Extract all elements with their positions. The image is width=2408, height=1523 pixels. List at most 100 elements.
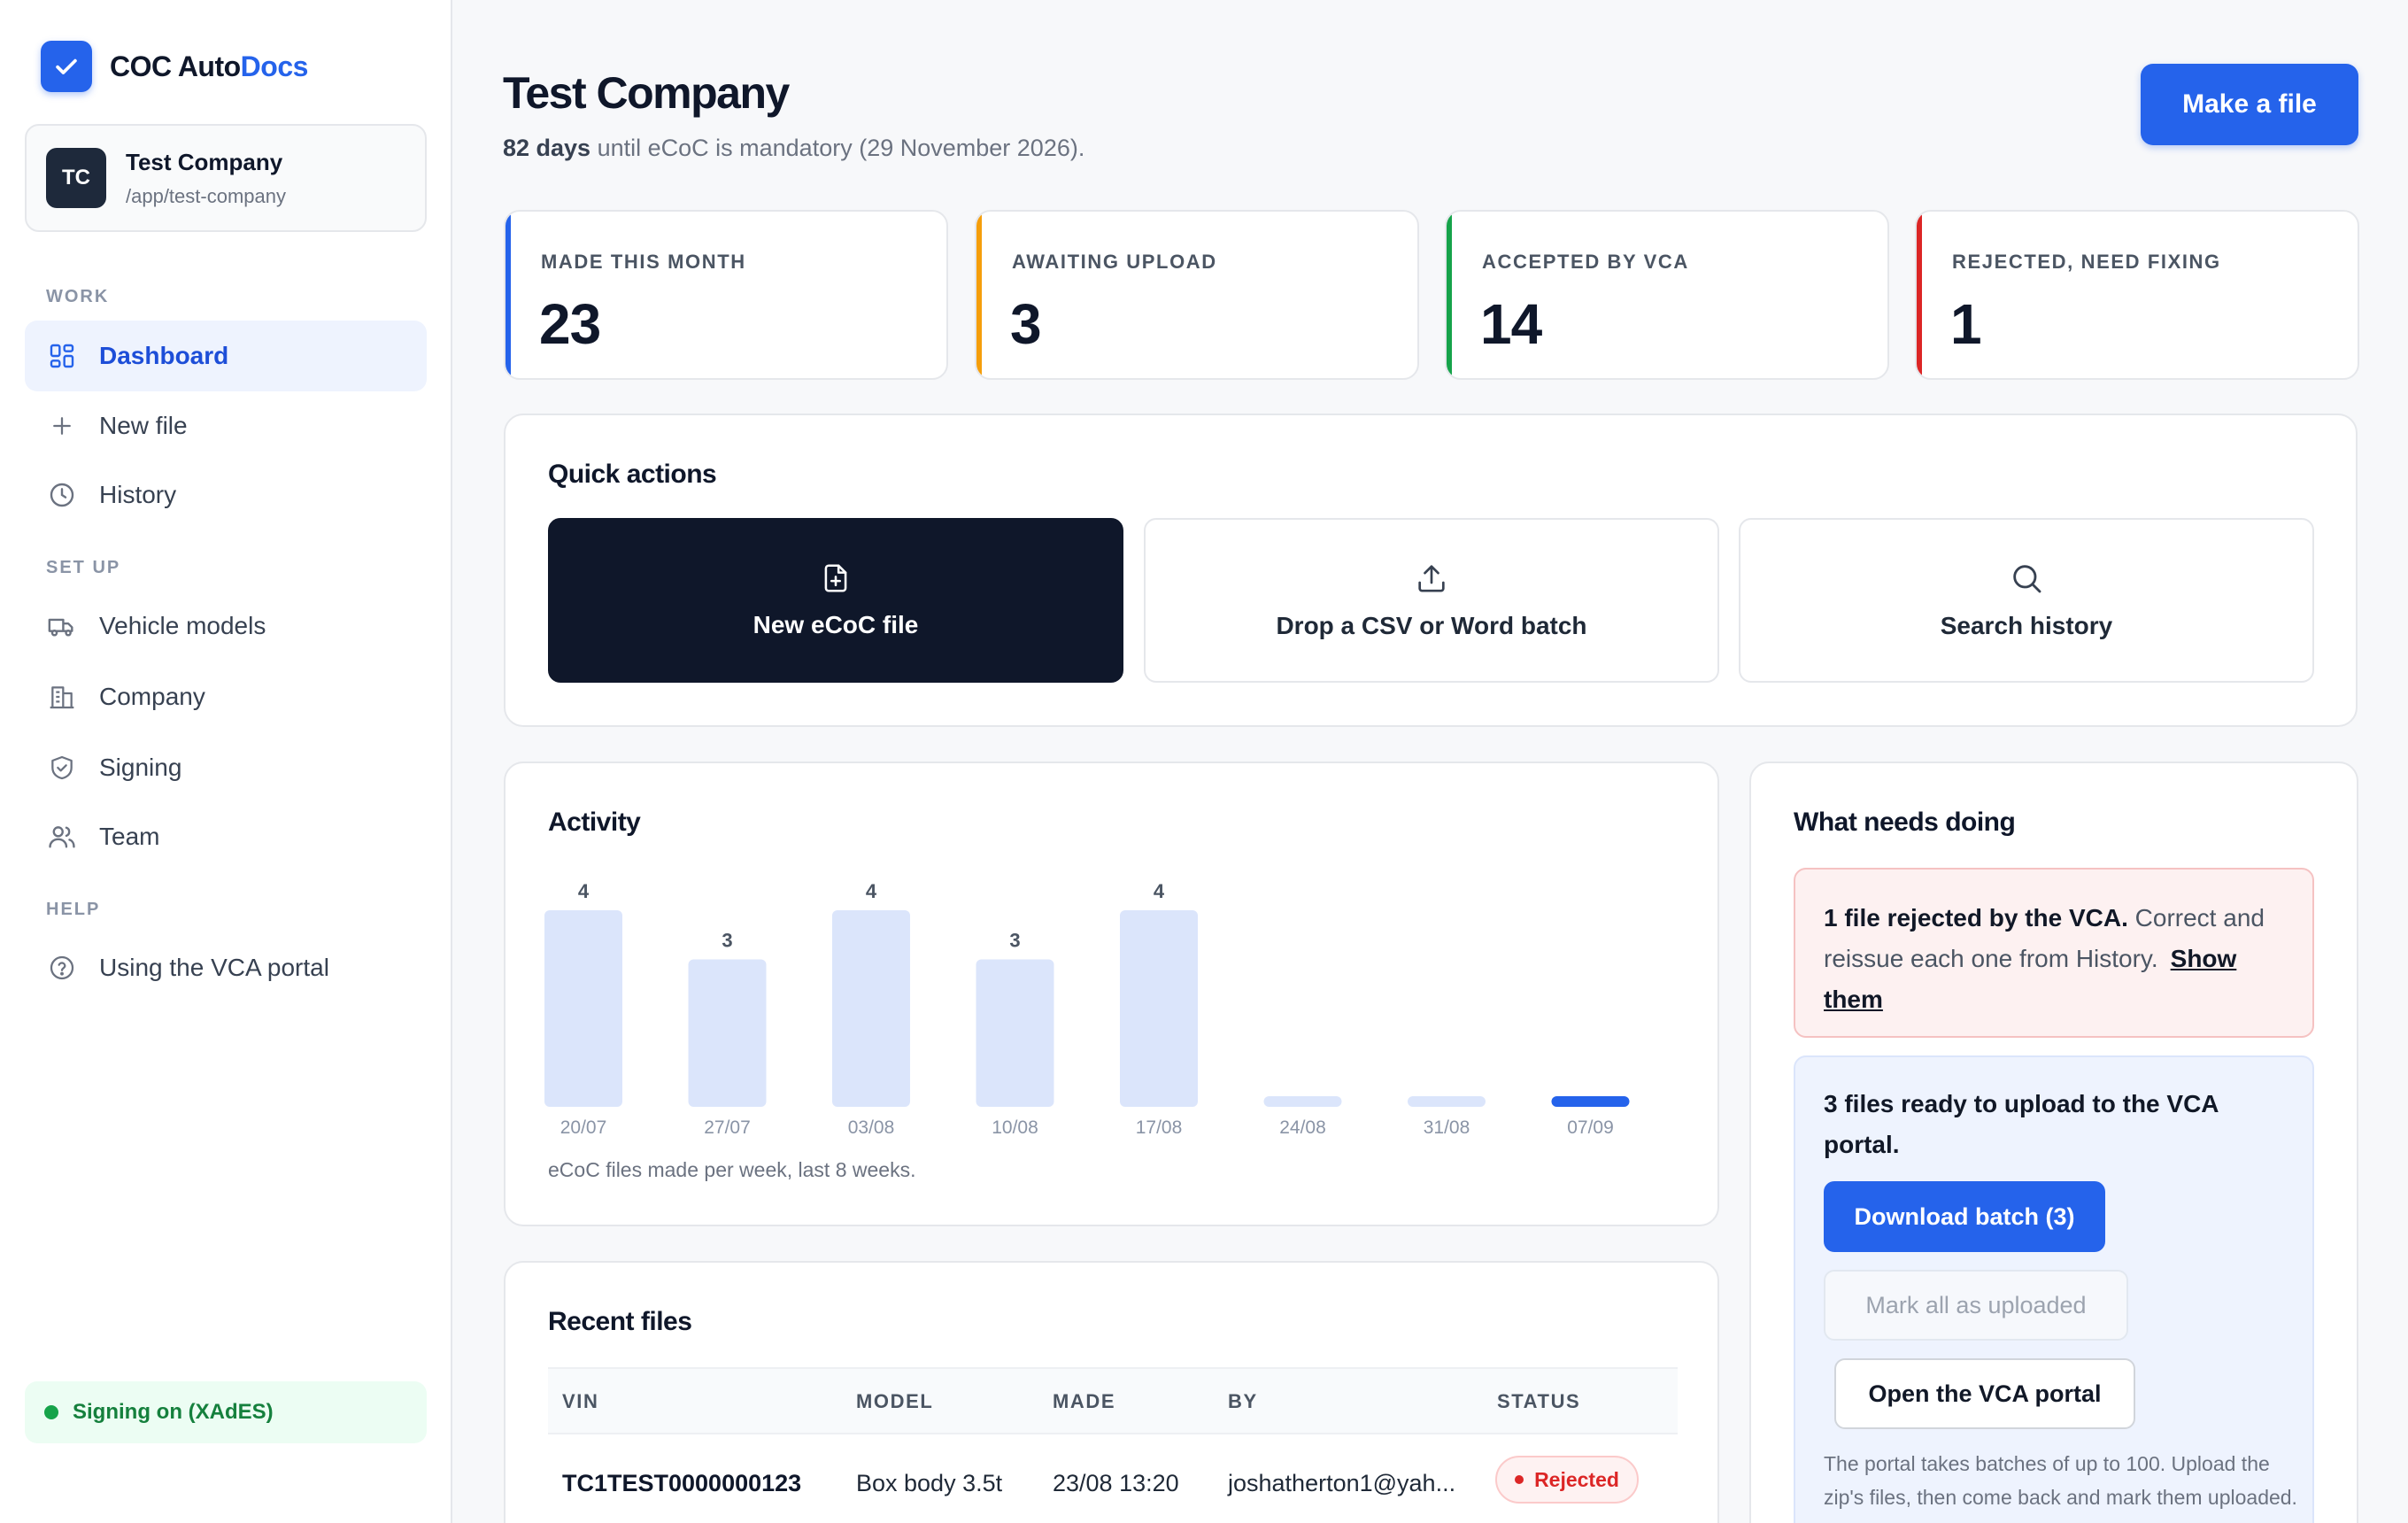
tick-label-20/07: 20/07: [560, 1117, 607, 1138]
page-title: Test Company: [503, 68, 790, 118]
rejected-alert: 1 file rejected by the VCA. Correct and …: [1794, 868, 2314, 1038]
data-label-03/08: 4: [866, 880, 877, 902]
stat-label: MADE THIS MONTH: [541, 251, 746, 273]
stat-rejected[interactable]: REJECTED, NEED FIXING 1: [1915, 210, 2359, 380]
clock-icon: [46, 479, 78, 511]
file-plus-icon: [824, 564, 847, 592]
bar-07/09[interactable]: [1551, 1096, 1630, 1107]
download-batch-button[interactable]: Download batch (3): [1824, 1181, 2105, 1252]
bar-31/08[interactable]: [1408, 1096, 1486, 1107]
sidebar-item-company[interactable]: Company: [25, 661, 427, 732]
company-avatar: TC: [46, 148, 106, 208]
bar-27/07[interactable]: [688, 959, 767, 1108]
sidebar-item-label: Company: [99, 683, 205, 710]
tick-label-03/08: 03/08: [848, 1117, 895, 1138]
needs-doing-title: What needs doing: [1794, 808, 2016, 837]
cell-by: joshatherton1@yah...: [1228, 1470, 1456, 1496]
column-model[interactable]: MODEL: [856, 1390, 934, 1412]
tick-label-24/08: 24/08: [1279, 1117, 1326, 1138]
stat-value: 23: [539, 292, 601, 356]
stat-value: 14: [1480, 292, 1542, 356]
data-label-10/08: 3: [1009, 930, 1020, 952]
shield-check-icon: [46, 752, 78, 784]
tick-label-10/08: 10/08: [992, 1117, 1038, 1138]
needs-doing-card: What needs doing 1 file rejected by the …: [1749, 762, 2358, 1523]
signing-status-badge[interactable]: Signing on (XAdES): [25, 1381, 427, 1443]
column-status[interactable]: STATUS: [1497, 1390, 1581, 1412]
section-label-setup: SET UP: [46, 558, 121, 577]
cell-vin[interactable]: TC1TEST0000000123: [562, 1470, 802, 1496]
recent-files-title: Recent files: [548, 1307, 692, 1336]
sidebar: COC AutoDocs TC Test Company /app/test-c…: [0, 0, 452, 1523]
sidebar-item-signing[interactable]: Signing: [25, 732, 427, 803]
portal-note: The portal takes batches of up to 100. U…: [1824, 1452, 2297, 1509]
dashboard-grid-icon: [46, 340, 78, 372]
sidebar-item-vehicle-models[interactable]: Vehicle models: [25, 591, 427, 661]
column-vin[interactable]: VIN: [562, 1390, 599, 1412]
plus-icon: [46, 410, 78, 442]
sidebar-item-vca-portal[interactable]: Using the VCA portal: [25, 932, 427, 1003]
sidebar-item-dashboard[interactable]: Dashboard: [25, 321, 427, 391]
open-vca-portal-button[interactable]: Open the VCA portal: [1834, 1358, 2135, 1429]
sidebar-item-label: Using the VCA portal: [99, 954, 329, 981]
drop-batch-action[interactable]: Drop a CSV or Word batch: [1144, 518, 1719, 683]
stat-made-this-month[interactable]: MADE THIS MONTH 23: [504, 210, 948, 380]
stat-accent-bar: [1447, 212, 1452, 378]
upload-ready-title: 3 files ready to upload to the VCA porta…: [1824, 1090, 2219, 1158]
status-dot-icon: [44, 1405, 58, 1419]
building-icon: [46, 681, 78, 713]
brand[interactable]: COC AutoDocs: [41, 41, 308, 92]
signing-status-label: Signing on (XAdES): [73, 1400, 274, 1424]
upload-icon: [1418, 565, 1445, 592]
company-switcher[interactable]: TC Test Company /app/test-company: [25, 124, 427, 232]
bar-17/08[interactable]: [1120, 910, 1198, 1107]
bar-10/08[interactable]: [976, 959, 1054, 1108]
stat-accepted-by-vca[interactable]: ACCEPTED BY VCA 14: [1445, 210, 1889, 380]
search-history-action[interactable]: Search history: [1739, 518, 2314, 683]
data-label-17/08: 4: [1154, 880, 1165, 902]
company-name: Test Company: [126, 148, 283, 175]
stat-accent-bar: [506, 212, 511, 378]
sidebar-item-label: Dashboard: [99, 342, 229, 369]
column-by[interactable]: BY: [1228, 1390, 1258, 1412]
tick-label-17/08: 17/08: [1136, 1117, 1183, 1138]
mark-uploaded-button[interactable]: Mark all as uploaded: [1824, 1270, 2128, 1341]
status-dot-icon: [1515, 1475, 1524, 1484]
sidebar-item-label: History: [99, 481, 177, 508]
recent-files-card: Recent files VIN MODEL MADE BY STATUS TC…: [504, 1261, 1719, 1523]
column-made[interactable]: MADE: [1053, 1390, 1116, 1412]
table-header: VIN MODEL MADE BY STATUS: [548, 1367, 1678, 1434]
activity-card: Activity 4 20/07 3 27/07 4 03/08 3 10/08 4 17/08 2…: [504, 762, 1719, 1226]
bar-24/08[interactable]: [1263, 1096, 1342, 1107]
stat-accent-bar: [1917, 212, 1922, 378]
bar-03/08[interactable]: [832, 910, 910, 1107]
data-label-27/07: 3: [722, 930, 732, 952]
stat-label: ACCEPTED BY VCA: [1482, 251, 1689, 273]
sidebar-item-new-file[interactable]: New file: [25, 390, 427, 461]
cell-model: Box body 3.5t: [856, 1470, 1003, 1496]
tick-label-27/07: 27/07: [704, 1117, 751, 1138]
check-logo-icon: [41, 41, 92, 92]
tick-label-07/09: 07/09: [1567, 1117, 1614, 1138]
sidebar-item-history[interactable]: History: [25, 460, 427, 530]
quick-actions-title: Quick actions: [548, 460, 717, 489]
company-path: /app/test-company: [126, 184, 286, 207]
section-label-work: WORK: [46, 287, 110, 306]
stat-label: REJECTED, NEED FIXING: [1952, 251, 2221, 273]
sidebar-item-label: Signing: [99, 754, 182, 781]
sidebar-item-label: Team: [99, 823, 160, 850]
stat-awaiting-upload[interactable]: AWAITING UPLOAD 3: [975, 210, 1419, 380]
truck-icon: [46, 610, 78, 642]
status-label: Rejected: [1534, 1467, 1619, 1491]
search-icon: [2013, 565, 2041, 593]
help-circle-icon: [46, 952, 78, 984]
make-file-button[interactable]: Make a file: [2141, 64, 2358, 145]
new-ecoc-file-action[interactable]: New eCoC file: [548, 518, 1123, 683]
mandatory-countdown: 82 days until eCoC is mandatory (29 Nove…: [503, 135, 1085, 161]
activity-title: Activity: [548, 808, 641, 837]
sidebar-item-team[interactable]: Team: [25, 801, 427, 872]
show-rejected-link[interactable]: Show them: [1824, 945, 2237, 1013]
activity-bar-chart: 4 20/07 3 27/07 4 03/08 3 10/08 4 17/08 24/08 31/08…: [544, 880, 1630, 1138]
sidebar-item-label: Vehicle models: [99, 612, 266, 639]
bar-20/07[interactable]: [544, 910, 622, 1107]
